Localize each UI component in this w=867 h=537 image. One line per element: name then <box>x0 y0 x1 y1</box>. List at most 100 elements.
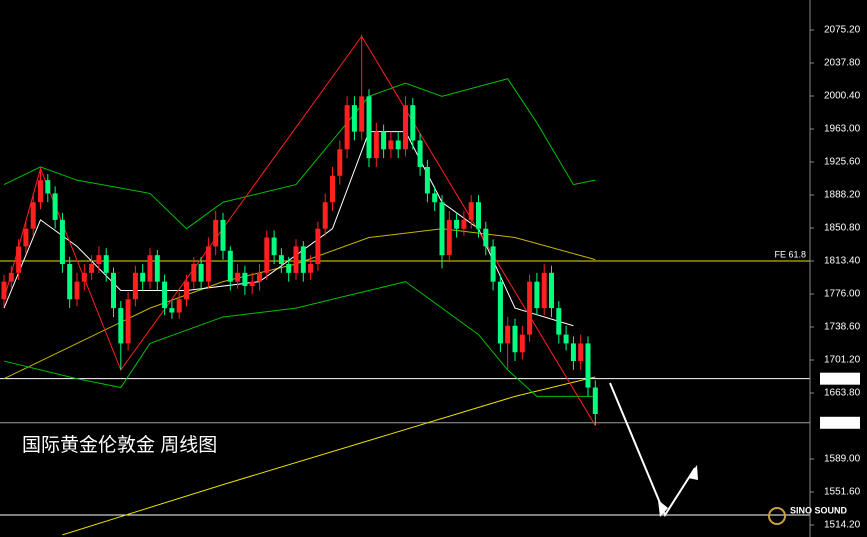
chart-title: 国际黄金伦敦金 周线图 <box>22 434 217 456</box>
candle-body <box>337 149 343 176</box>
candle-body <box>74 281 80 300</box>
candle-body <box>424 166 430 194</box>
level-box <box>820 416 860 429</box>
candle-body <box>67 264 73 300</box>
candle-body <box>52 193 58 220</box>
candle-body <box>16 246 22 273</box>
candle-body <box>213 219 219 247</box>
level-label: 1630.05 <box>822 417 859 428</box>
y-tick-label: 1663.80 <box>824 388 861 399</box>
candle-body <box>395 140 401 150</box>
y-tick-label: 1589.00 <box>824 454 861 465</box>
candle-body <box>410 105 416 141</box>
candle-body <box>300 246 306 273</box>
candle-body <box>103 255 109 273</box>
candle-body <box>38 180 43 203</box>
candle-body <box>198 264 204 282</box>
candle-body <box>118 308 124 344</box>
y-tick-label: 1888.20 <box>824 190 861 201</box>
candle-body <box>541 272 547 309</box>
candle-body <box>23 228 29 247</box>
level-label: FE 61.8 <box>774 249 806 259</box>
candle-body <box>454 219 460 229</box>
candle-body <box>373 131 379 159</box>
candle-body <box>351 105 357 132</box>
candle-body <box>519 334 525 353</box>
candle-body <box>563 334 569 344</box>
candle-body <box>483 228 489 247</box>
candle-body <box>286 264 292 273</box>
y-tick-label: 1514.20 <box>824 520 861 531</box>
candle-body <box>381 131 387 150</box>
candle-body <box>476 202 481 229</box>
candle-body <box>205 246 211 282</box>
indicator-line <box>3 78 596 230</box>
candle-body <box>293 246 299 273</box>
level-box <box>820 372 860 385</box>
y-tick-label: 1813.40 <box>824 256 861 267</box>
candle-body <box>527 281 533 335</box>
arrow-head <box>688 465 698 480</box>
candle-body <box>417 140 423 167</box>
candle-body <box>308 264 314 273</box>
candle-body <box>439 202 445 256</box>
candle-body <box>359 96 365 132</box>
y-tick-label: 1925.60 <box>824 157 861 168</box>
y-tick-label: 1776.00 <box>824 289 861 300</box>
y-tick-label: 1738.60 <box>824 322 861 333</box>
candle-body <box>235 272 241 282</box>
candle-body <box>432 193 438 203</box>
candle-body <box>8 272 14 282</box>
candle-body <box>1 281 7 300</box>
candle-body <box>497 281 503 344</box>
candle-body <box>585 343 591 388</box>
candle-body <box>176 299 182 313</box>
candle-body <box>81 272 87 282</box>
watermark: SINO SOUND <box>790 505 848 515</box>
candle-body <box>446 219 452 256</box>
projection-arrow <box>609 382 696 518</box>
logo-icon <box>768 507 786 525</box>
candle-body <box>96 255 102 264</box>
candle-body <box>461 219 467 229</box>
candle-body <box>271 237 277 256</box>
candle-body <box>264 237 270 273</box>
indicator-line <box>62 376 596 536</box>
candle-body <box>315 228 321 264</box>
y-tick-label: 2000.40 <box>824 91 861 102</box>
y-tick-label: 1963.00 <box>824 124 861 135</box>
y-tick-label: 1701.20 <box>824 355 861 366</box>
candle-body <box>242 272 248 287</box>
y-tick-label: 2075.20 <box>824 25 861 36</box>
candle-body <box>512 325 518 353</box>
candle-body <box>592 387 598 414</box>
candle-body <box>366 96 372 159</box>
y-tick-label: 2037.80 <box>824 58 861 69</box>
candle-body <box>278 255 284 264</box>
candle-body <box>125 299 131 344</box>
candle-body <box>468 202 474 220</box>
candle-body <box>220 219 226 251</box>
candle-body <box>59 219 65 264</box>
candle-body <box>147 255 153 282</box>
candle-body <box>132 272 138 300</box>
y-tick-label: 1850.80 <box>824 223 861 234</box>
candle-body <box>227 250 233 282</box>
candle-body <box>30 202 36 229</box>
candle-body <box>191 264 197 282</box>
candle-body <box>505 325 511 344</box>
candle-body <box>534 281 540 309</box>
candle-body <box>344 105 350 150</box>
candle-body <box>162 281 168 309</box>
candle-body <box>154 255 160 282</box>
candle-body <box>45 180 51 194</box>
plot-area <box>0 34 810 536</box>
candle-body <box>570 343 576 362</box>
candle-body <box>556 308 562 335</box>
candle-body <box>249 281 255 287</box>
candle-body <box>330 175 335 203</box>
candle-body <box>578 343 584 362</box>
candle-body <box>490 246 496 282</box>
candle-body <box>403 105 408 150</box>
